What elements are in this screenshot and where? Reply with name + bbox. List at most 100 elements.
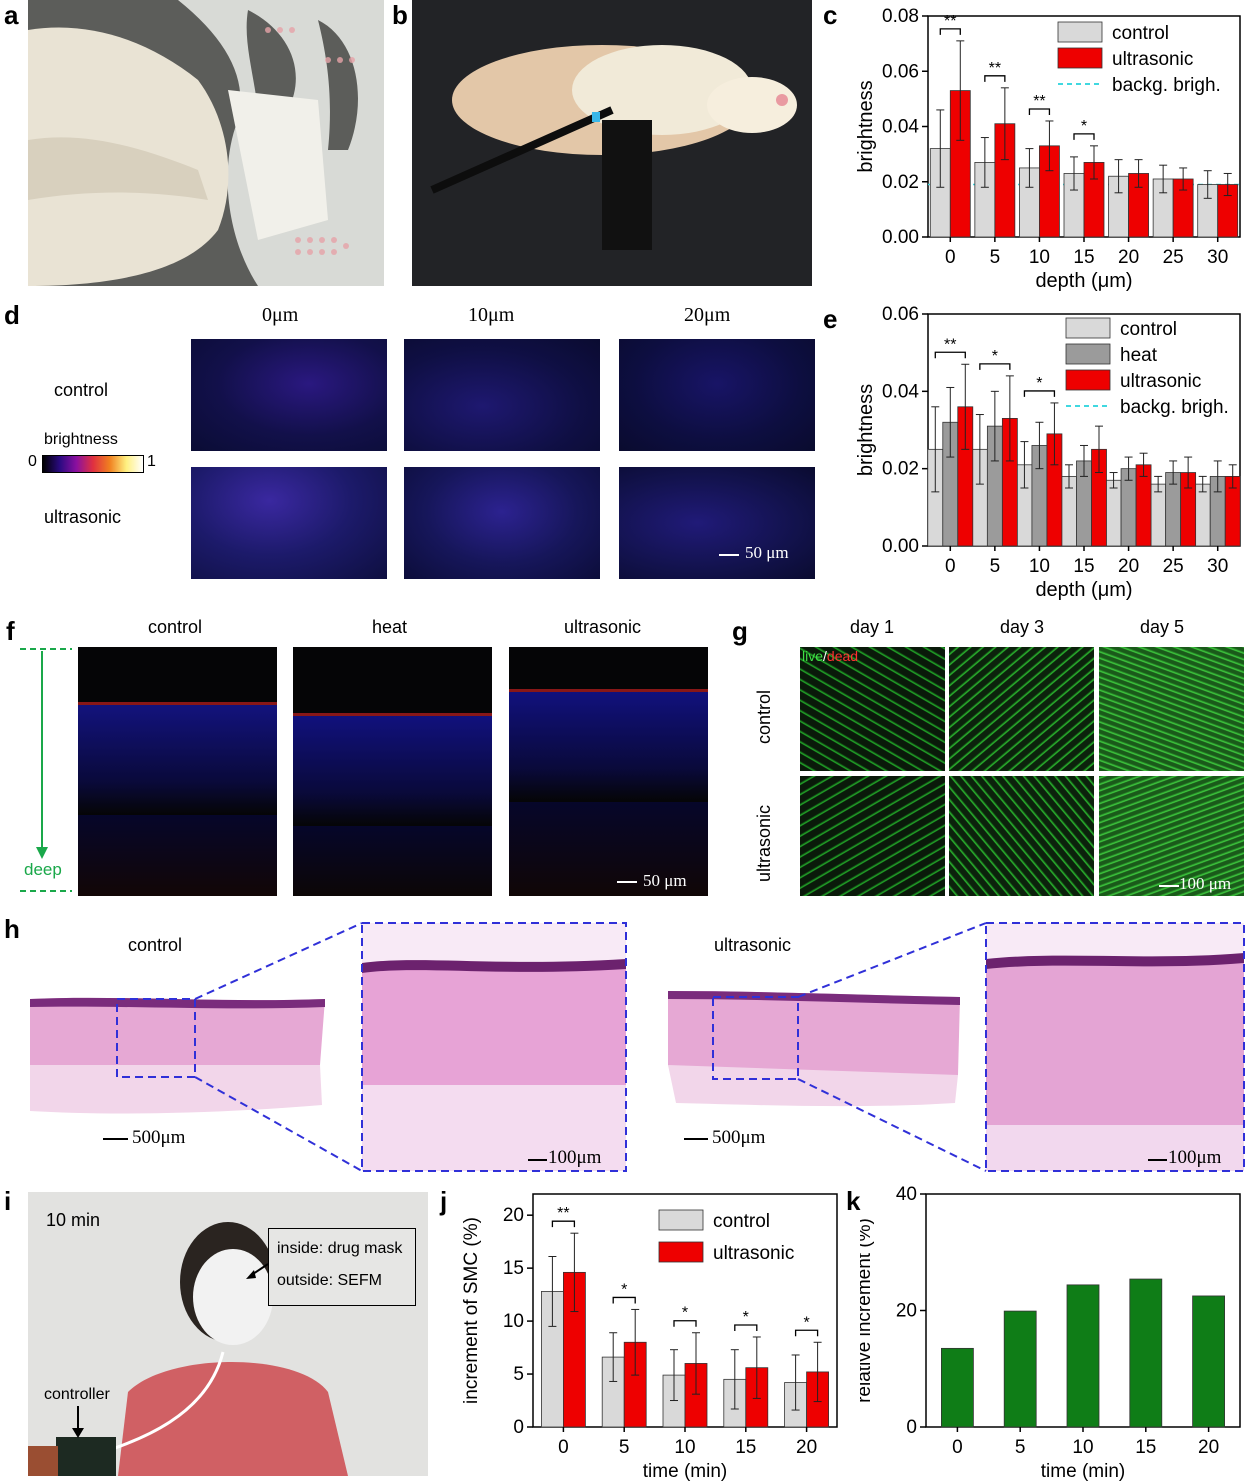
- y-tick-label: 5: [513, 1364, 524, 1385]
- significance-bracket: [673, 1320, 697, 1327]
- significance-bracket: [794, 1329, 819, 1337]
- panel-i-label: i: [4, 1186, 12, 1216]
- panel-g-row-control: control: [754, 689, 774, 744]
- panel-f-scale: 50 μm: [643, 871, 687, 890]
- he-histology-overview: [30, 922, 1245, 1172]
- x-tick-label: 10: [1029, 247, 1050, 268]
- y-tick-label: 0.06: [882, 304, 919, 325]
- panel-i-callout: inside: drug mask outside: SEFM: [268, 1228, 416, 1306]
- panel-f-col-control: control: [148, 617, 203, 637]
- panel-h-scale-control-small: 100μm: [548, 1147, 602, 1168]
- y-tick-label: 20: [503, 1205, 524, 1226]
- y-tick-label: 0.06: [882, 61, 919, 82]
- panel-h-control-label: control: [128, 935, 183, 955]
- significance-mark: **: [944, 336, 956, 353]
- legend-label-control: control: [1120, 319, 1177, 340]
- panel-b-photo-rat-ultrasound: [412, 0, 812, 286]
- significance-mark: *: [992, 348, 998, 365]
- chart-k-relative-increment: 0 20 40 0 5 10 15 20 time (min) relative incremen…: [860, 1186, 1241, 1482]
- x-axis-label: time (min): [643, 1461, 727, 1482]
- panel-d-col-0um: 0μm: [262, 304, 299, 326]
- section-ultrasonic: 50 μm: [509, 647, 708, 896]
- chart-c-brightness-vs-depth: 0.000.020.040.060.08 *******0 5 10 15 20 25 30d…: [855, 6, 1241, 292]
- y-tick-label: 10: [503, 1311, 524, 1332]
- significance-bracket: [939, 28, 961, 35]
- cells-ultrasonic-day5: 100 μm: [1099, 776, 1244, 896]
- panel-j-label: j: [440, 1186, 448, 1216]
- x-axis-label: time (min): [1041, 1461, 1125, 1482]
- x-tick-label: 15: [1073, 247, 1094, 268]
- bar-value-10: [1066, 1284, 1100, 1428]
- significance-mark: *: [803, 1314, 809, 1331]
- panel-d-row-control: control: [54, 380, 109, 400]
- significance-mark: **: [557, 1205, 569, 1222]
- legend-swatch-heat: [1065, 343, 1111, 365]
- y-tick-label: 15: [503, 1258, 524, 1279]
- y-tick-label: 0: [906, 1417, 917, 1438]
- significance-bracket: [612, 1296, 636, 1304]
- cells-control-day3: [949, 647, 1094, 771]
- panel-g-col-day1: day 1: [850, 617, 895, 637]
- panel-d-label: d: [4, 300, 20, 330]
- legend-sep: /: [823, 648, 827, 664]
- significance-bracket: [984, 75, 1006, 82]
- x-tick-label: 0: [945, 556, 956, 577]
- fluor-control-0um: [191, 339, 387, 451]
- x-tick-label: 20: [1118, 247, 1139, 268]
- x-tick-label: 30: [1207, 556, 1228, 577]
- significance-mark: *: [743, 1309, 749, 1326]
- cells-control-day5: [1099, 647, 1244, 771]
- y-axis-label: brightness: [855, 384, 877, 476]
- fluor-ultrasonic-0um: [191, 467, 387, 579]
- deep-label: deep: [24, 860, 62, 879]
- x-tick-label: 20: [796, 1437, 817, 1458]
- y-tick-label: 0.08: [882, 6, 919, 27]
- y-tick-label: 0.02: [882, 172, 919, 193]
- panel-g-label: g: [732, 616, 748, 646]
- panel-h-ultrasonic-label: ultrasonic: [714, 935, 792, 955]
- cells-ultrasonic-day1: [800, 776, 945, 896]
- significance-bracket: [979, 363, 1011, 370]
- callout-arrows: [72, 1263, 269, 1438]
- x-axis-label: depth (μm): [1035, 270, 1132, 292]
- legend-label-reference: backg. brigh.: [1120, 397, 1229, 418]
- x-tick-label: 10: [1029, 556, 1050, 577]
- panel-a-label: a: [4, 0, 19, 30]
- legend-swatch-ultrasonic: [658, 1241, 704, 1263]
- panel-g-row-ultrasonic: ultrasonic: [754, 804, 774, 882]
- panel-i-controller: controller: [44, 1386, 110, 1403]
- x-tick-label: 15: [1073, 556, 1094, 577]
- panel-h-scale-control-big: 500μm: [132, 1127, 186, 1148]
- bar-value-15: [1129, 1278, 1163, 1428]
- callout-line2: outside: SEFM: [277, 1272, 382, 1289]
- colorbar-title: brightness: [44, 431, 118, 448]
- colorbar-min: 0: [28, 453, 37, 470]
- x-tick-label: 0: [558, 1437, 569, 1458]
- bar-control-20: [1105, 479, 1122, 547]
- legend-label-reference: backg. brigh.: [1112, 75, 1221, 96]
- panel-d-scale: 50 μm: [745, 543, 789, 562]
- y-tick-label: 20: [896, 1301, 917, 1322]
- panel-d-row-ultrasonic: ultrasonic: [44, 507, 122, 527]
- fluor-ultrasonic-10um: [404, 467, 600, 579]
- x-tick-label: 5: [619, 1437, 630, 1458]
- x-tick-label: 5: [990, 247, 1001, 268]
- colorbar-max: 1: [147, 453, 156, 470]
- x-tick-label: 10: [674, 1437, 695, 1458]
- panel-d-col-20um: 20μm: [684, 304, 731, 326]
- x-tick-label: 0: [945, 247, 956, 268]
- rat-illustration: [412, 0, 812, 286]
- x-tick-label: 10: [1072, 1437, 1093, 1458]
- panel-f-label: f: [6, 616, 15, 646]
- bar-ultrasonic-20: [1135, 464, 1152, 547]
- legend-swatch-ultrasonic: [1065, 369, 1111, 391]
- fluor-control-10um: [404, 339, 600, 451]
- panel-g-col-day5: day 5: [1140, 617, 1185, 637]
- bar-value-20: [1192, 1295, 1226, 1428]
- panel-k-label: k: [846, 1186, 861, 1216]
- section-heat: [293, 647, 492, 896]
- deep-arrow: [20, 648, 72, 892]
- legend-label-ultrasonic: ultrasonic: [1120, 371, 1201, 392]
- hands-mask-illustration: [28, 0, 384, 286]
